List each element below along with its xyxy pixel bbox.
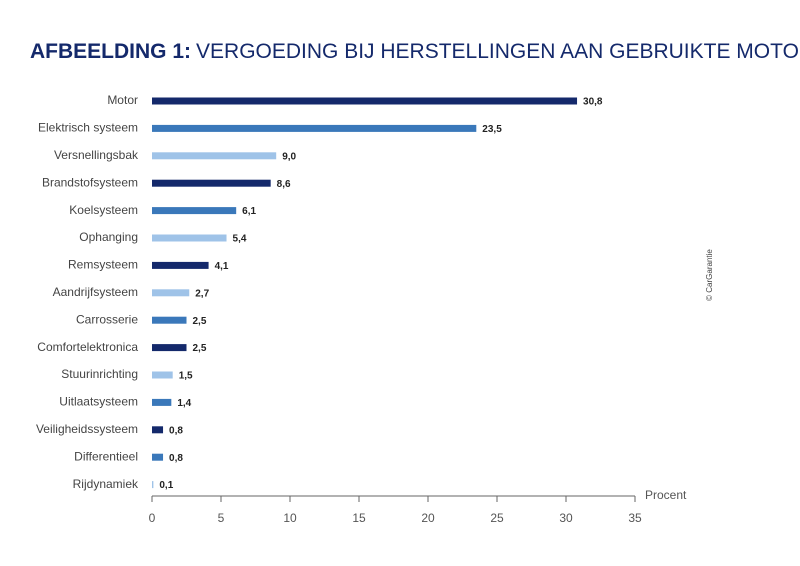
x-tick-label: 5 (218, 511, 225, 525)
bar (152, 371, 173, 379)
y-tick-label: Differentieel (74, 449, 138, 463)
x-tick-label: 25 (490, 511, 504, 525)
bar (152, 124, 477, 132)
y-tick-label: Aandrijfsysteem (53, 285, 138, 299)
x-tick-label: 15 (352, 511, 366, 525)
credit: © CarGarantie (705, 249, 714, 301)
value-label: 0,8 (169, 425, 183, 436)
x-tick-label: 20 (421, 511, 435, 525)
y-tick-label: Brandstofsysteem (42, 175, 138, 189)
chart-title: AFBEELDING 1: VERGOEDING BIJ HERSTELLINGE… (30, 40, 800, 63)
bar (152, 316, 187, 324)
x-axis-label: Procent (645, 488, 687, 502)
bar (152, 398, 172, 406)
y-tick-label: Comfortelektronica (37, 340, 138, 354)
y-tick-label: Stuurinrichting (61, 367, 138, 381)
bar (152, 481, 154, 489)
value-label: 5,4 (233, 234, 247, 245)
bar (152, 453, 164, 461)
value-label: 1,5 (179, 371, 193, 382)
value-label: 2,5 (193, 316, 207, 327)
value-label: 0,8 (169, 453, 183, 464)
x-tick-label: 30 (559, 511, 573, 525)
y-tick-label: Carrosserie (76, 312, 138, 326)
bar (152, 426, 164, 434)
x-tick-label: 35 (628, 511, 642, 525)
x-tick-label: 10 (283, 511, 297, 525)
y-tick-label: Rijdynamiek (73, 477, 139, 491)
value-label: 4,1 (215, 261, 229, 272)
x-tick-label: 0 (149, 511, 156, 525)
title-text: VERGOEDING BIJ HERSTELLINGEN AAN GEBRUIK… (196, 40, 800, 63)
value-label: 23,5 (482, 124, 502, 135)
title-label: AFBEELDING 1: (30, 40, 191, 63)
y-tick-label: Motor (107, 93, 138, 107)
value-label: 9,0 (282, 151, 296, 162)
y-tick-label: Koelsysteem (69, 203, 138, 217)
value-label: 0,1 (159, 480, 173, 491)
y-tick-label: Versnellingsbak (54, 148, 139, 162)
y-tick-label: Uitlaatsysteem (59, 395, 138, 409)
value-label: 2,7 (195, 288, 209, 299)
bar (152, 344, 187, 352)
y-tick-label: Elektrisch systeem (38, 121, 138, 135)
bar (152, 152, 277, 160)
y-tick-label: Veiligheidssysteem (36, 422, 138, 436)
bar (152, 234, 227, 242)
value-label: 6,1 (242, 206, 256, 217)
bar (152, 289, 190, 297)
value-label: 2,5 (193, 343, 207, 354)
y-tick-label: Ophanging (79, 230, 138, 244)
y-tick-label: Remsysteem (68, 258, 138, 272)
bar (152, 261, 209, 269)
bar (152, 207, 237, 215)
value-label: 1,4 (177, 398, 191, 409)
bar (152, 179, 271, 187)
value-label: 30,8 (583, 97, 603, 108)
bar (152, 97, 578, 105)
value-label: 8,6 (277, 179, 291, 190)
